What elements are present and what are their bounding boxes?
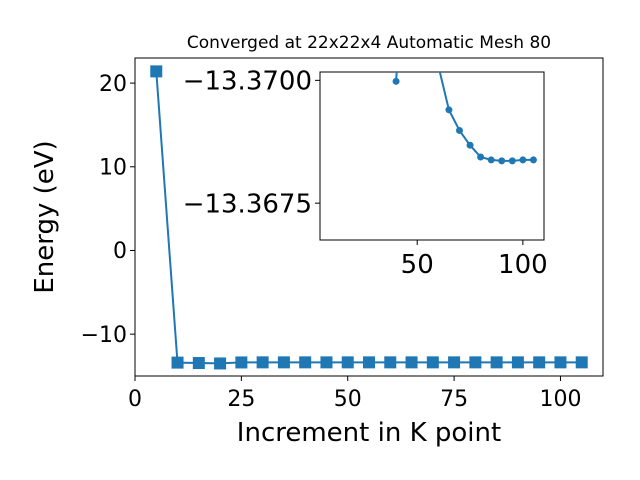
data-point: [392, 77, 400, 85]
data-point: [435, 62, 442, 69]
x-tick-label: 25: [227, 387, 255, 412]
data-point: [508, 157, 516, 165]
data-point: [256, 356, 269, 369]
x-axis-label: Increment in K point: [237, 418, 501, 448]
y-axis-label: Energy (eV): [30, 140, 60, 293]
x-tick-label: 75: [440, 387, 468, 412]
x-tick-label: 100: [539, 387, 581, 412]
y-tick-label: −13.3700: [183, 66, 312, 96]
data-point: [554, 356, 567, 369]
inset-plot-frame: [319, 71, 545, 241]
y-tick-label: −13.3675: [183, 189, 312, 219]
inset-axis-ticks: 50 100 −13.3700 −13.3675: [183, 66, 548, 280]
y-tick-label: 20: [99, 72, 127, 97]
data-point: [448, 356, 461, 369]
data-point: [235, 356, 248, 369]
x-tick-label: 0: [128, 387, 142, 412]
data-point: [533, 356, 546, 369]
y-tick-label: 10: [99, 155, 127, 180]
data-point: [426, 356, 439, 369]
data-point: [320, 356, 333, 369]
data-point: [477, 153, 485, 161]
main-series: [150, 65, 588, 370]
data-point: [150, 65, 163, 78]
data-point: [575, 356, 588, 369]
data-point: [277, 356, 290, 369]
data-point: [511, 356, 524, 369]
data-point: [299, 356, 312, 369]
chart-title: Converged at 22x22x4 Automatic Mesh 80: [187, 33, 551, 53]
data-point: [394, 62, 401, 69]
data-point: [405, 356, 418, 369]
x-tick-label: 50: [334, 387, 362, 412]
inset-series: [392, 62, 537, 165]
data-point: [341, 356, 354, 369]
data-point: [469, 356, 482, 369]
main-chart: Converged at 22x22x4 Automatic Mesh 80 0…: [30, 33, 604, 448]
data-point: [519, 156, 527, 164]
data-point: [487, 156, 495, 164]
data-point: [192, 357, 205, 370]
inset-chart: 50 100 −13.3700 −13.3675: [183, 62, 548, 280]
data-point: [529, 156, 537, 164]
data-point: [384, 356, 397, 369]
x-tick-label: 100: [498, 250, 548, 280]
main-axis-ticks: 0 25 50 75 100 −10 0 10 20: [81, 72, 582, 412]
y-tick-label: 0: [113, 239, 127, 264]
data-point: [490, 356, 503, 369]
data-point: [466, 141, 474, 149]
data-point: [363, 356, 375, 369]
data-point: [455, 126, 463, 134]
data-point: [214, 357, 227, 370]
data-point: [498, 157, 506, 165]
y-tick-label: −10: [81, 323, 127, 348]
data-point: [171, 356, 184, 369]
main-plot-frame: [134, 57, 604, 377]
x-tick-label: 50: [401, 250, 434, 280]
data-point: [445, 106, 453, 114]
